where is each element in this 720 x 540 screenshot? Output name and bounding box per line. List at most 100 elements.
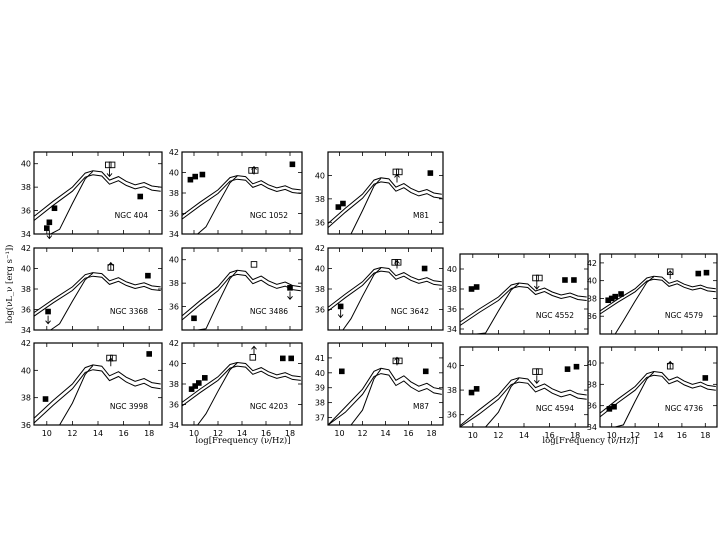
model-curve-alt (181, 178, 301, 220)
model-curve (599, 275, 716, 312)
galaxy-label: M87 (413, 402, 429, 411)
y-tick-label: 36 (587, 312, 597, 321)
model-curve-steep (197, 175, 238, 235)
data-point-filled (473, 386, 480, 392)
lower-limit-arrow (394, 173, 400, 183)
sed-panel-ngc-3998: 36 38 40 42 10 12 14 16 18 NGC 3998 (21, 339, 163, 438)
x-tick-label: 16 (119, 429, 129, 438)
x-tick-label: 16 (677, 431, 687, 440)
data-point-filled (606, 406, 613, 412)
x-tick-label: 18 (570, 431, 580, 440)
data-point-filled (137, 193, 144, 200)
upper-limit-arrow (533, 281, 540, 290)
panel-frame (33, 247, 163, 331)
data-point-filled (42, 396, 49, 402)
panel-frame (327, 247, 444, 331)
y-tick-label: 36 (169, 401, 179, 410)
y-tick-label: 38 (447, 285, 457, 294)
y-tick-label: 36 (21, 207, 31, 216)
galaxy-label: M81 (413, 211, 429, 220)
x-tick-label: 12 (67, 429, 77, 438)
data-point-filled (289, 161, 296, 168)
model-curve-steep (342, 267, 382, 331)
galaxy-label: NGC 3368 (110, 307, 148, 316)
galaxy-label: NGC 4203 (250, 402, 288, 411)
lower-limit-arrow (394, 356, 400, 366)
data-point-filled (618, 291, 624, 297)
y-tick-label: 42 (169, 339, 179, 348)
data-point-open (532, 368, 539, 375)
data-point-filled (605, 297, 611, 304)
y-tick-label: 34 (21, 230, 31, 239)
galaxy-label: NGC 4552 (536, 311, 574, 320)
lower-limit-arrow (107, 261, 114, 271)
y-tick-label: 36 (21, 421, 31, 430)
y-axis-title: log(νL_ν [erg s⁻¹]) (4, 245, 15, 324)
data-point-filled (608, 295, 615, 302)
y-tick-label: 34 (21, 326, 31, 335)
data-point-filled (191, 315, 197, 322)
x-tick-label: 14 (653, 431, 663, 440)
model-curve (181, 175, 301, 216)
model-curve (327, 367, 442, 426)
model-curve-steep (197, 362, 238, 426)
model-curve-alt (181, 365, 301, 407)
lower-limit-arrow (251, 345, 257, 355)
x-tick-label: 12 (630, 431, 640, 440)
y-tick-label: 36 (169, 210, 179, 219)
x-tick-label: 18 (700, 431, 710, 440)
data-point-filled (337, 303, 344, 310)
y-tick-label: 38 (21, 285, 31, 294)
model-curve (181, 361, 301, 403)
model-curve (459, 282, 587, 323)
data-point-filled (202, 375, 208, 381)
data-point-filled (421, 265, 428, 272)
model-curve (327, 177, 442, 224)
data-point-filled (695, 270, 702, 277)
sed-panel-ngc-4594: 36 38 40 10 12 14 16 18 NGC 4594 (447, 346, 589, 440)
data-point-filled (45, 308, 51, 315)
sed-panel-ngc-4203: 34 36 38 40 42 10 12 14 16 18 NGC 4203 (169, 339, 303, 438)
sed-panel-ngc-4579: 36 38 40 42 NGC 4579 (587, 253, 718, 335)
data-point-open (104, 161, 112, 169)
x-tick-label: 14 (380, 429, 390, 438)
sed-panel-ngc-4736: 34 36 38 40 10 12 14 16 18 NGC 4736 (587, 346, 718, 440)
galaxy-label: NGC 4736 (665, 404, 703, 413)
panel-frame (599, 346, 718, 428)
data-point-filled (611, 403, 617, 410)
x-axis-title-left: log[Frequency (ν/Hz)] (195, 435, 290, 446)
data-point-filled (562, 277, 568, 283)
y-tick-label: 34 (169, 421, 179, 430)
upper-limit-arrow (533, 375, 540, 385)
y-tick-label: 40 (169, 256, 179, 265)
data-point-filled (703, 269, 710, 276)
data-point-open (106, 354, 113, 362)
upper-limit-arrow (106, 168, 113, 178)
sed-panel-ngc-4552: 34 36 38 40 NGC 4552 (447, 253, 589, 335)
y-tick-label: 36 (21, 306, 31, 315)
y-tick-label: 38 (587, 380, 597, 389)
x-tick-label: 18 (144, 429, 154, 438)
x-tick-label: 10 (189, 429, 199, 438)
y-tick-label: 36 (587, 402, 597, 411)
data-point-filled (612, 293, 619, 300)
y-tick-label: 42 (21, 244, 31, 253)
galaxy-label: NGC 1052 (250, 211, 288, 220)
y-tick-label: 34 (587, 423, 597, 432)
data-point-filled (571, 277, 577, 283)
y-tick-label: 34 (447, 325, 457, 334)
x-tick-label: 10 (334, 429, 344, 438)
y-tick-label: 39 (315, 384, 325, 393)
model-curve (33, 364, 161, 419)
data-point-open (396, 357, 403, 365)
y-tick-label: 40 (21, 160, 31, 169)
galaxy-label: NGC 3642 (391, 307, 429, 316)
model-curve-steep (342, 178, 382, 235)
lower-limit-arrow (667, 360, 674, 370)
x-tick-label: 16 (545, 431, 555, 440)
model-curve (33, 272, 161, 314)
x-tick-label: 16 (261, 429, 271, 438)
data-point-open (396, 168, 403, 176)
data-point-filled (287, 285, 293, 291)
x-tick-label: 14 (93, 429, 103, 438)
